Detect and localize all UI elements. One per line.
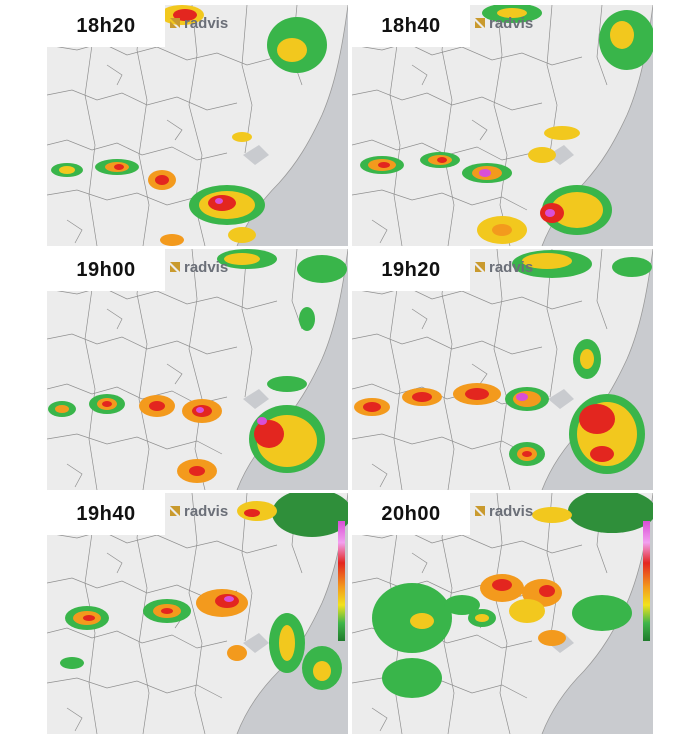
intensity-colorbar: [643, 521, 650, 641]
radvis-logo-text: radvis: [489, 258, 534, 276]
time-label: 18h20: [47, 5, 165, 47]
radvis-logo: radvis: [474, 499, 533, 523]
precip-overlay-3: [48, 249, 347, 483]
precip-overlay-2: [360, 5, 653, 244]
radvis-logo-text: radvis: [184, 258, 229, 276]
radvis-logo: radvis: [474, 255, 533, 279]
time-label: 19h20: [352, 249, 470, 291]
radar-panel-2: 18h40 radvis: [352, 5, 653, 246]
radvis-logo-icon: [474, 505, 486, 517]
radar-map-5: [47, 493, 348, 734]
precip-overlay-5: [60, 493, 348, 690]
precip-overlay-6: [372, 493, 653, 698]
radar-map-3: [47, 249, 348, 490]
radar-panel-4: 19h20 radvis: [352, 249, 653, 490]
radvis-logo-icon: [169, 261, 181, 273]
radar-panel-5: 19h40 radvis: [47, 493, 348, 734]
radvis-logo-text: radvis: [489, 502, 534, 520]
time-label: 18h40: [352, 5, 470, 47]
radvis-logo-icon: [474, 261, 486, 273]
radvis-logo: radvis: [169, 255, 228, 279]
radar-map-2: [352, 5, 653, 246]
radar-map-6: [352, 493, 653, 734]
radvis-logo: radvis: [474, 11, 533, 35]
time-label: 19h40: [47, 493, 165, 535]
radvis-logo-text: radvis: [489, 14, 534, 32]
radvis-logo-text: radvis: [184, 502, 229, 520]
radvis-logo-text: radvis: [184, 14, 229, 32]
precip-overlay-1: [51, 5, 327, 246]
radar-panel-3: 19h00 radvis: [47, 249, 348, 490]
intensity-colorbar: [338, 521, 345, 641]
radvis-logo: radvis: [169, 499, 228, 523]
radvis-logo: radvis: [169, 11, 228, 35]
time-label: 19h00: [47, 249, 165, 291]
precip-overlay-4: [354, 250, 652, 474]
time-label: 20h00: [352, 493, 470, 535]
radvis-logo-icon: [169, 505, 181, 517]
radar-panel-1: 18h20 radvis: [47, 5, 348, 246]
radvis-logo-icon: [474, 17, 486, 29]
radar-map-1: [47, 5, 348, 246]
radar-panel-grid: 18h20 radvis: [47, 5, 653, 734]
radvis-logo-icon: [169, 17, 181, 29]
radar-map-4: [352, 249, 653, 490]
radar-panel-6: 20h00 radvis: [352, 493, 653, 734]
